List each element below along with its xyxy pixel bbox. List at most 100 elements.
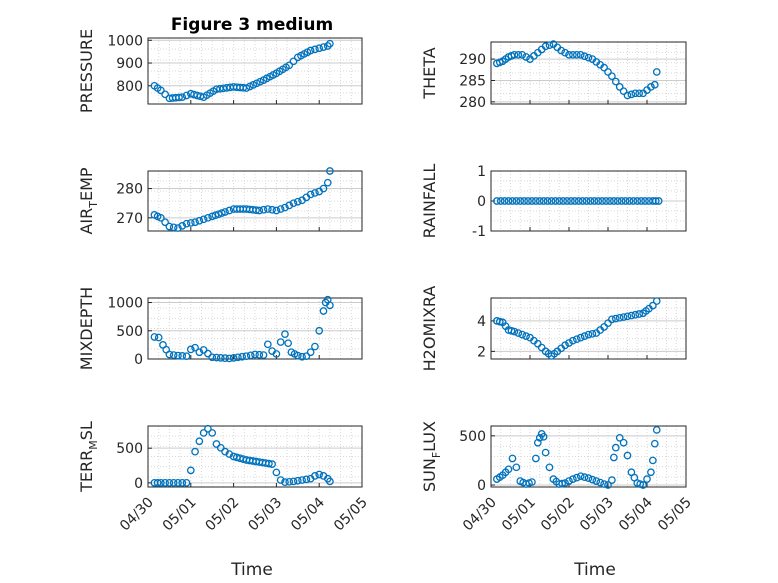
data-point xyxy=(541,448,550,457)
data-point xyxy=(619,313,628,321)
data-point xyxy=(216,443,225,452)
y-axis-label: SUNFLUX xyxy=(420,421,443,492)
data-point xyxy=(319,43,328,51)
data-point xyxy=(520,197,529,205)
data-point xyxy=(611,443,620,452)
data-point xyxy=(195,216,204,225)
y-axis-label: TERRMSL xyxy=(77,421,100,493)
data-point xyxy=(315,326,324,335)
data-point xyxy=(234,353,242,362)
data-point xyxy=(293,351,302,360)
data-point xyxy=(557,46,566,55)
data-point xyxy=(255,350,264,359)
data-point xyxy=(608,315,616,324)
data-point xyxy=(604,481,612,489)
data-point xyxy=(615,433,624,442)
data-point xyxy=(648,301,657,310)
data-point xyxy=(535,433,544,442)
data-point xyxy=(298,352,306,361)
data-point xyxy=(606,197,614,205)
data-point xyxy=(588,329,597,338)
data-point xyxy=(584,330,593,339)
data-point xyxy=(229,354,238,362)
data-point xyxy=(175,93,183,102)
data-point xyxy=(272,350,281,358)
data-point xyxy=(652,426,661,434)
data-point xyxy=(265,459,273,468)
data-point xyxy=(281,478,289,486)
data-point xyxy=(531,197,540,205)
data-point xyxy=(504,197,513,205)
data-point xyxy=(289,57,298,66)
data-point xyxy=(252,206,260,214)
y-tick-label: -1 xyxy=(472,224,486,240)
data-point xyxy=(580,473,589,482)
data-point xyxy=(576,50,585,59)
data-point xyxy=(272,468,281,477)
data-point xyxy=(302,475,311,484)
data-point xyxy=(627,311,636,320)
data-point xyxy=(570,197,579,205)
data-point xyxy=(182,219,191,228)
data-point xyxy=(596,478,605,487)
data-point xyxy=(276,338,285,346)
data-point xyxy=(582,197,591,205)
data-point xyxy=(165,350,174,359)
x-axis-label-right: Time xyxy=(573,560,616,580)
data-point xyxy=(311,45,319,54)
data-point xyxy=(319,307,328,315)
data-point xyxy=(533,438,542,447)
subplot-1: 800 900 1000 PRESSURE xyxy=(77,29,363,113)
data-point xyxy=(528,478,536,486)
data-point xyxy=(641,197,649,205)
data-point xyxy=(608,476,616,484)
y-tick-label: 0 xyxy=(134,476,143,492)
data-point xyxy=(584,53,593,62)
data-point xyxy=(590,197,599,205)
data-point xyxy=(580,52,589,61)
data-point xyxy=(504,465,513,474)
data-point xyxy=(565,477,573,485)
data-point xyxy=(559,197,568,205)
data-point xyxy=(242,352,251,361)
data-point xyxy=(306,46,315,55)
data-point xyxy=(326,301,334,310)
data-point xyxy=(588,475,597,484)
data-point xyxy=(604,68,612,76)
data-point xyxy=(623,312,632,321)
data-point xyxy=(621,197,630,205)
data-point xyxy=(652,297,661,305)
data-point xyxy=(169,223,178,232)
subplot-2: 280 285 290 THETA xyxy=(420,40,687,111)
data-point xyxy=(561,341,569,350)
data-point xyxy=(238,352,247,361)
data-point xyxy=(613,197,622,205)
data-point xyxy=(302,352,311,361)
data-point xyxy=(246,351,255,360)
y-axis-label: H2OMIXRA xyxy=(420,286,439,372)
data-point xyxy=(208,429,217,437)
data-point xyxy=(306,348,315,357)
data-point xyxy=(500,197,509,205)
y-axis-label: RAINFALL xyxy=(420,164,439,239)
data-point xyxy=(569,50,577,59)
data-point xyxy=(326,167,334,175)
data-point xyxy=(625,197,634,205)
data-point xyxy=(627,90,636,99)
data-point xyxy=(212,440,221,448)
data-point xyxy=(221,354,229,363)
data-point xyxy=(323,178,332,187)
data-point xyxy=(169,478,178,487)
data-point xyxy=(652,68,661,76)
data-point xyxy=(199,429,208,437)
data-point xyxy=(602,197,610,205)
y-axis-label: MIXDEPTH xyxy=(77,287,96,370)
data-point xyxy=(311,189,319,197)
y-tick-label: 1000 xyxy=(107,296,143,312)
y-tick-label: 500 xyxy=(459,429,486,445)
data-point xyxy=(512,197,521,205)
data-point xyxy=(186,219,195,227)
y-tick-label: 500 xyxy=(116,441,143,457)
data-point xyxy=(178,352,187,360)
data-point xyxy=(156,478,165,487)
